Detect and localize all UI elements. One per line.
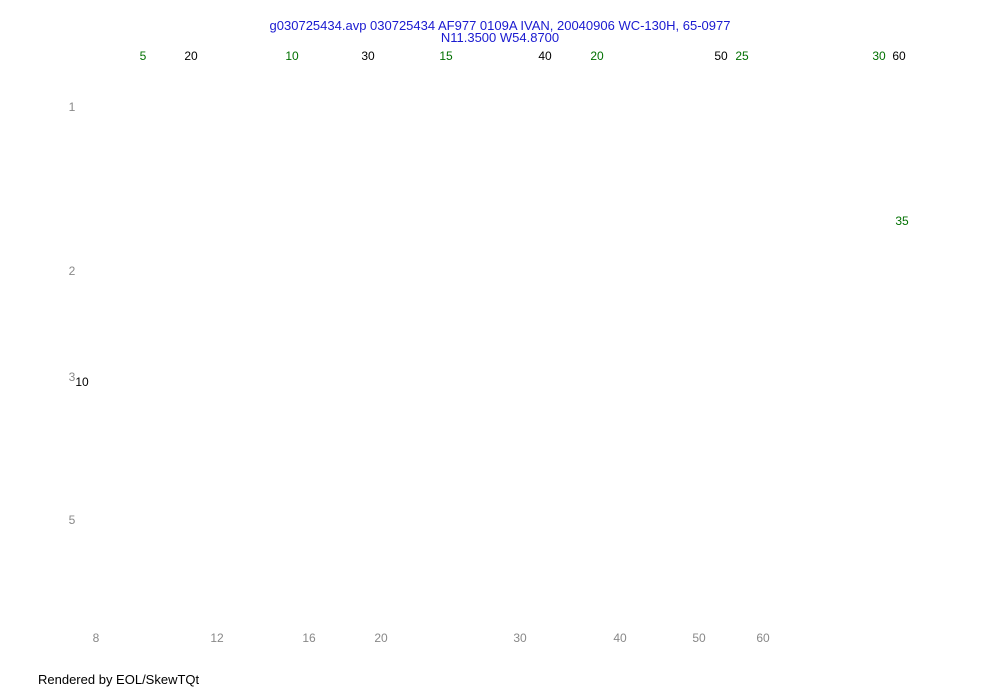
mixing-ratio-label: 20 (590, 49, 604, 63)
mixing-ratio-label: 30 (872, 49, 886, 63)
dry-adiabat-label: 50 (714, 49, 728, 63)
height-label: 2 (69, 264, 76, 278)
mixing-ratio-label: 25 (735, 49, 749, 63)
dry-adiabat-label: 60 (892, 49, 906, 63)
moist-adiabat-label: 8 (93, 631, 100, 645)
mixing-ratio-label: 15 (439, 49, 453, 63)
labels: 6007008009001000-20-10010203040102030405… (69, 49, 909, 645)
footer-credit: Rendered by EOL/SkewTQt (38, 672, 200, 687)
moist-adiabat-label: 30 (513, 631, 527, 645)
mixing-ratio-label: 5 (140, 49, 147, 63)
moist-adiabat-label: 20 (374, 631, 388, 645)
moist-adiabat-label: 60 (756, 631, 770, 645)
mixing-ratio-label: 35 (895, 214, 909, 228)
moist-adiabat-label: 12 (210, 631, 224, 645)
chart-title: g030725434.avp 030725434 AF977 0109A IVA… (269, 18, 731, 33)
dry-adiabat-label: 20 (184, 49, 198, 63)
moist-adiabat-label: 16 (302, 631, 316, 645)
moist-adiabat-label: 50 (692, 631, 706, 645)
chart-subtitle: N11.3500 W54.8700 (440, 30, 560, 45)
moist-adiabat-label: 40 (613, 631, 627, 645)
dry-adiabat-label: 40 (538, 49, 552, 63)
height-label: 5 (69, 513, 76, 527)
height-label: 1 (69, 100, 76, 114)
dry-adiabat-label: 10 (75, 375, 89, 389)
dry-adiabat-label: 30 (361, 49, 375, 63)
mixing-ratio-label: 10 (285, 49, 299, 63)
height-label: 3 (69, 370, 76, 384)
